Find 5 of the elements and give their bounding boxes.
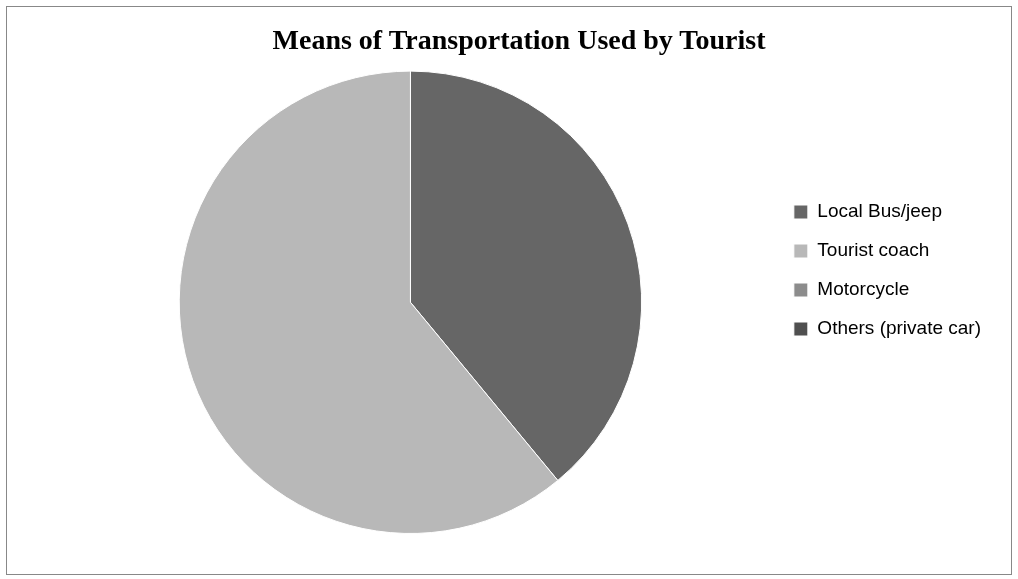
legend-label: Others (private car)	[817, 317, 981, 339]
legend-label: Motorcycle	[817, 278, 910, 300]
legend-label: Local Bus/jeep	[817, 200, 942, 222]
chart-title: Means of Transportation Used by Tourist	[272, 24, 767, 56]
legend-label: Tourist coach	[817, 239, 930, 261]
